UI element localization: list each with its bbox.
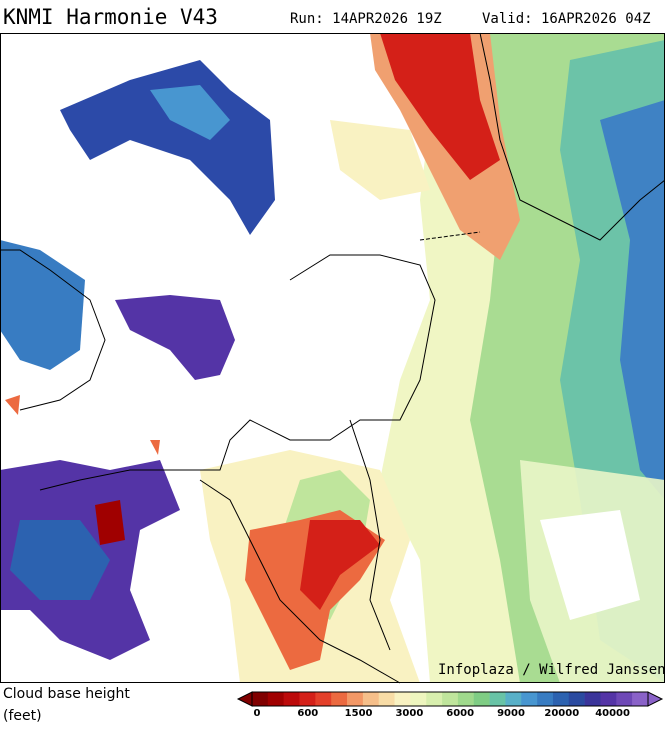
colorbar-swatch — [552, 692, 570, 706]
colorbar-swatch — [378, 692, 395, 706]
colorbar-tick-label: 600 — [297, 708, 318, 719]
colorbar-swatch — [442, 692, 459, 706]
colorbar-swatch — [347, 692, 364, 706]
title: KNMI Harmonie V43 — [3, 5, 218, 29]
credit: Infoplaza / Wilfred Janssen — [438, 662, 665, 678]
colorbar-swatch — [505, 692, 522, 706]
valid-time: Valid: 16APR2026 04Z — [482, 11, 651, 27]
legend-unit: (feet) — [3, 708, 42, 724]
colorbar-swatch — [267, 692, 284, 706]
colorbar-swatch — [568, 692, 585, 706]
colorbar-tick-label: 3000 — [395, 708, 423, 719]
colorbar-swatch — [315, 692, 332, 706]
colorbar-swatch — [584, 692, 601, 706]
run-time: Run: 14APR2026 19Z — [290, 11, 442, 27]
colorbar-swatch — [521, 692, 538, 706]
colorbar-swatch — [616, 692, 633, 706]
colorbar-swatch — [410, 692, 427, 706]
colorbar-frame — [251, 691, 649, 707]
map-area — [0, 32, 665, 684]
legend-label: Cloud base height — [3, 686, 130, 702]
colorbar-swatch — [473, 692, 490, 706]
colorbar-swatch — [331, 692, 348, 706]
colorbar-swatch — [426, 692, 443, 706]
colorbar-tick-label: 1500 — [345, 708, 373, 719]
colorbar-swatch — [299, 692, 316, 706]
colorbar-end — [236, 691, 253, 707]
colorbar-swatch — [283, 692, 300, 706]
colorbar-tick-label: 40000 — [595, 708, 630, 719]
colorbar: 0 600 1500 3000 6000 9000 20000 40000 — [236, 691, 664, 719]
colorbar-swatch — [489, 692, 506, 706]
colorbar-tick-label: 6000 — [446, 708, 474, 719]
colorbar-swatch — [457, 692, 475, 706]
colorbar-end — [647, 691, 664, 707]
colorbar-tick-label: 0 — [254, 708, 261, 719]
colorbar-swatch — [362, 692, 380, 706]
colorbar-swatch — [632, 692, 649, 706]
colorbar-tick-label: 20000 — [544, 708, 579, 719]
colorbar-swatch — [537, 692, 554, 706]
colorbar-swatch — [394, 692, 411, 706]
colorbar-tick-label: 9000 — [497, 708, 525, 719]
colorbar-swatch — [600, 692, 617, 706]
colorbar-swatch — [252, 692, 269, 706]
